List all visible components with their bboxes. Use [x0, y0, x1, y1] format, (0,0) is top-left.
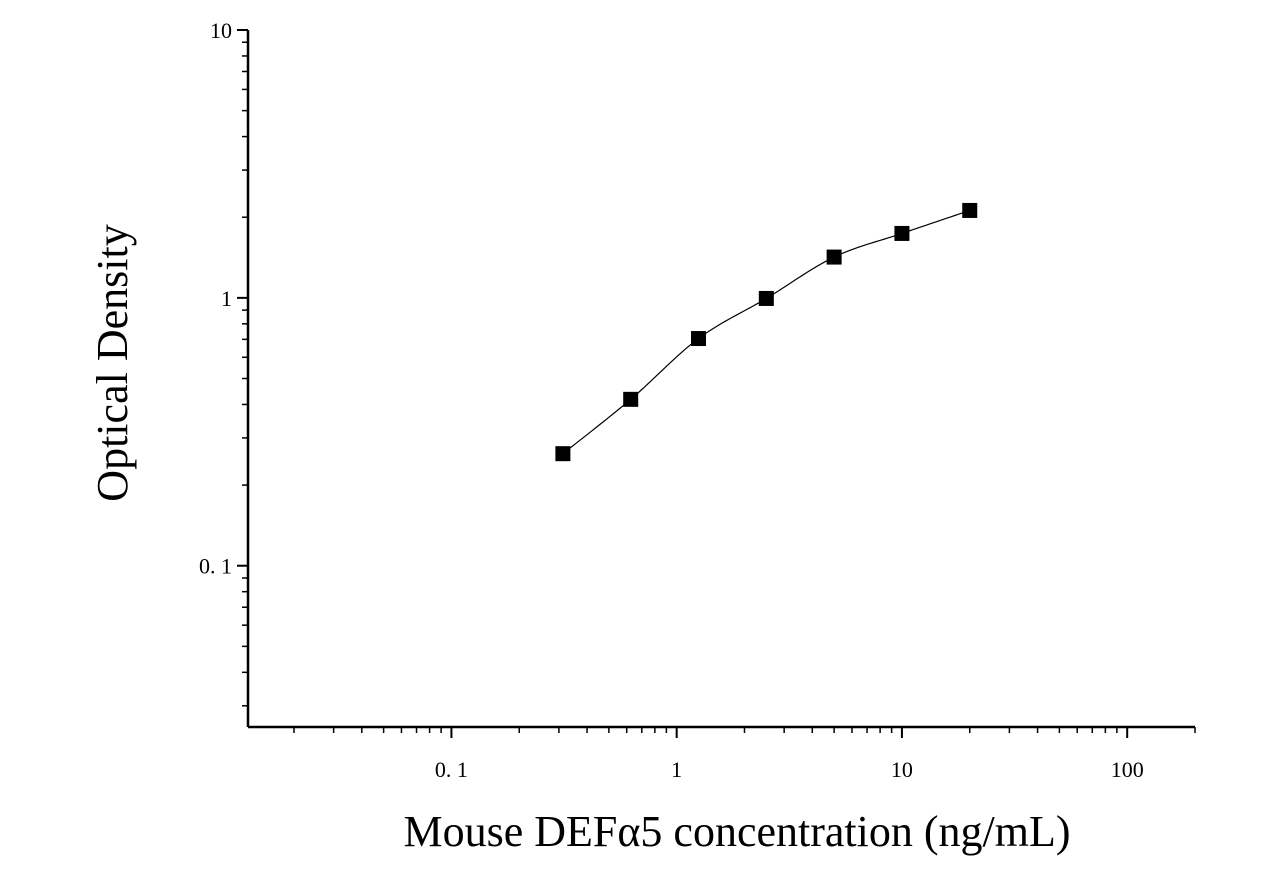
data-point [555, 446, 571, 462]
x-axis-title: Mouse DEFα5 concentration (ng/mL) [403, 807, 1070, 856]
x-tick-label: 100 [1111, 757, 1144, 782]
data-point [691, 331, 707, 347]
y-tick-label: 10 [210, 18, 232, 43]
ticks-layer: 0. 1 1 10 100 0. 1 1 10 [199, 18, 1196, 782]
y-axis-title: Optical Density [88, 224, 137, 501]
data-point [894, 225, 910, 241]
x-tick-label: 1 [671, 757, 682, 782]
data-points-layer [555, 202, 978, 462]
data-point [962, 202, 978, 218]
fit-curve [562, 209, 970, 455]
y-tick-label: 0. 1 [199, 554, 232, 579]
x-tick-label: 10 [891, 757, 913, 782]
data-point [623, 391, 639, 407]
data-point [758, 290, 774, 306]
x-tick-label: 0. 1 [435, 757, 468, 782]
fit-curve-layer [562, 209, 970, 455]
data-point [826, 249, 842, 265]
y-tick-label: 1 [221, 286, 232, 311]
